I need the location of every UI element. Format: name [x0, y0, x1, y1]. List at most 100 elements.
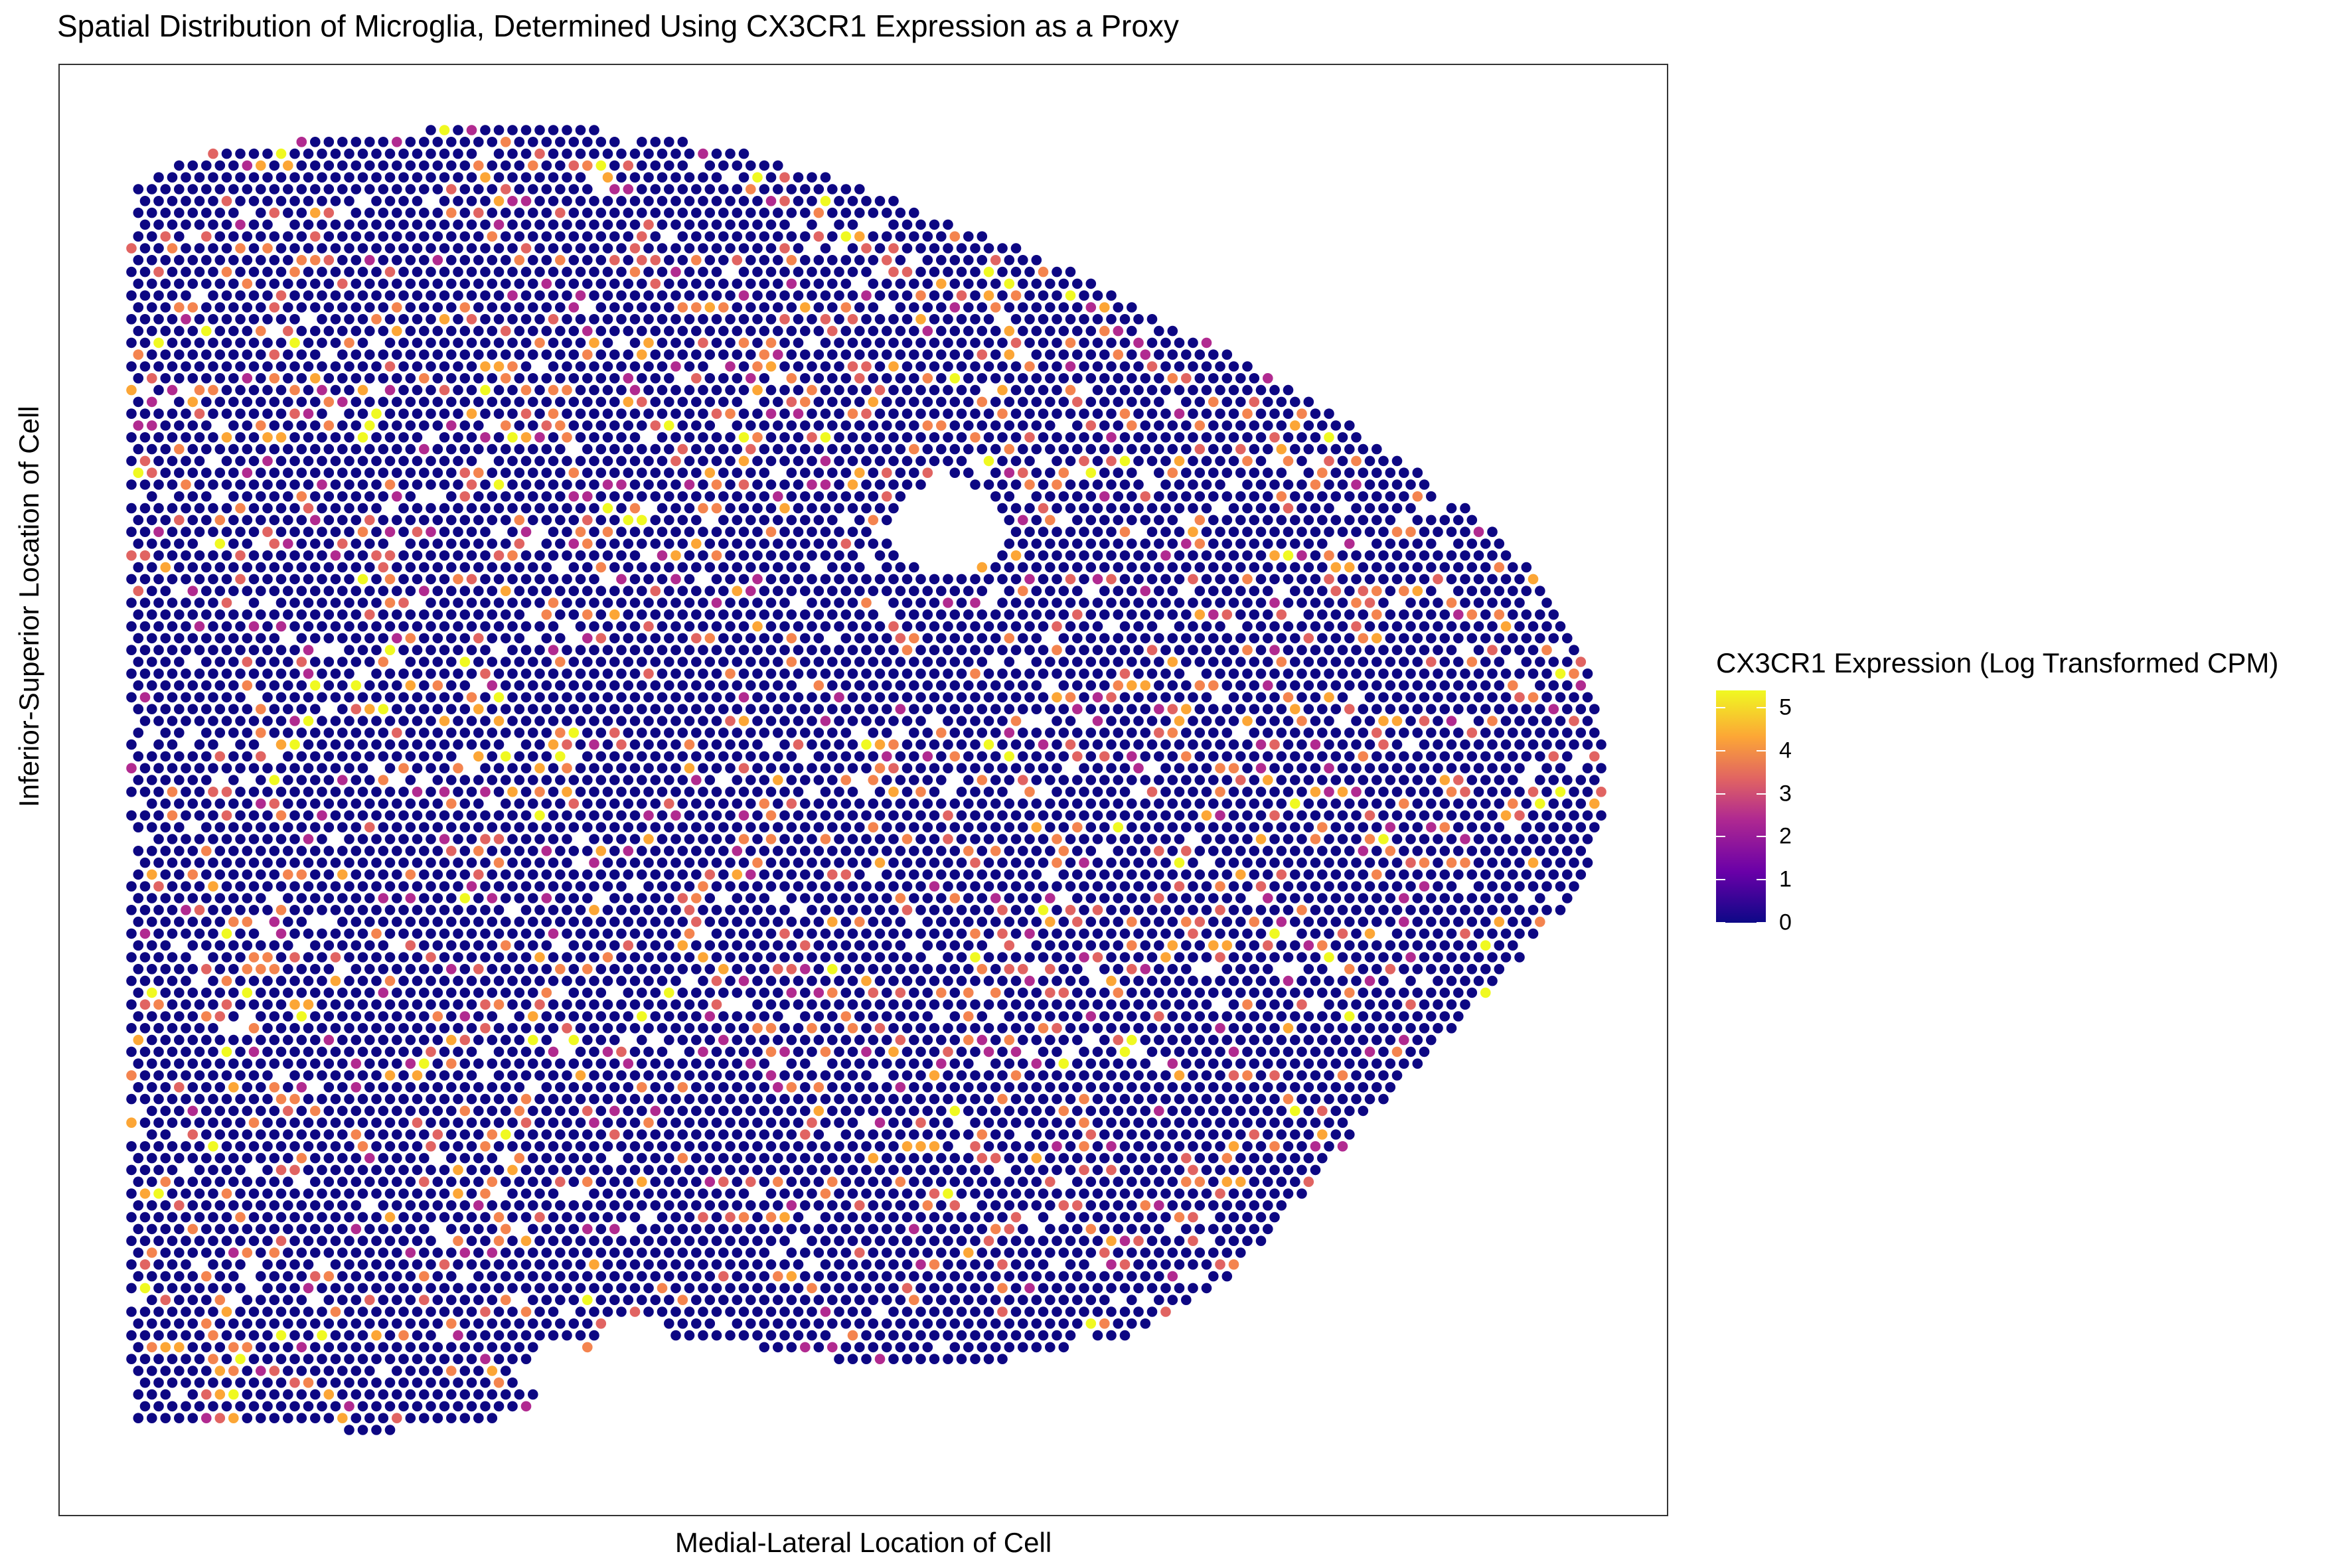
- spot-point: [1324, 716, 1334, 726]
- spot-point: [371, 408, 382, 419]
- spot-point: [357, 148, 368, 159]
- spot-point: [637, 586, 647, 596]
- spot-point: [214, 538, 226, 549]
- spot-point: [847, 243, 858, 254]
- spot-point: [541, 160, 552, 171]
- spot-point: [609, 467, 620, 478]
- spot-point: [167, 668, 178, 679]
- spot-point: [711, 314, 722, 325]
- spot-point: [1154, 704, 1164, 714]
- spot-point: [364, 443, 375, 455]
- spot-point: [371, 148, 382, 159]
- spot-point: [929, 645, 940, 655]
- spot-point: [384, 526, 396, 537]
- spot-point: [765, 384, 777, 396]
- spot-point: [956, 692, 967, 703]
- spot-point: [1263, 491, 1273, 502]
- spot-point: [657, 479, 668, 490]
- spot-point: [800, 633, 811, 644]
- spot-point: [357, 266, 368, 277]
- spot-point: [1296, 574, 1307, 585]
- spot-point: [1167, 704, 1178, 714]
- spot-point: [1269, 384, 1280, 396]
- spot-point: [235, 148, 246, 159]
- spot-point: [446, 302, 457, 313]
- spot-point: [1235, 657, 1246, 667]
- spot-point: [616, 597, 627, 608]
- spot-point: [1004, 657, 1015, 667]
- spot-point: [589, 125, 599, 135]
- spot-point: [562, 455, 572, 467]
- spot-point: [384, 314, 396, 325]
- spot-point: [943, 645, 953, 655]
- spot-point: [507, 148, 518, 159]
- spot-point: [384, 479, 396, 490]
- spot-point: [725, 314, 736, 325]
- spot-point: [637, 751, 647, 762]
- spot-point: [310, 491, 321, 502]
- spot-point: [432, 443, 443, 455]
- spot-point: [888, 243, 899, 254]
- spot-point: [568, 728, 580, 738]
- spot-point: [963, 704, 974, 714]
- spot-point: [1113, 704, 1124, 714]
- spot-point: [1364, 479, 1375, 490]
- spot-point: [793, 290, 804, 301]
- spot-point: [922, 467, 933, 478]
- spot-point: [405, 538, 416, 549]
- spot-point: [664, 680, 674, 691]
- spot-point: [738, 621, 749, 632]
- spot-point: [929, 361, 940, 372]
- spot-point: [235, 337, 246, 349]
- spot-point: [786, 443, 797, 455]
- spot-point: [732, 657, 743, 667]
- spot-point: [1372, 775, 1382, 785]
- spot-point: [1283, 645, 1294, 655]
- spot-point: [827, 467, 838, 478]
- spot-point: [691, 349, 702, 360]
- spot-point: [1113, 728, 1124, 738]
- spot-point: [888, 266, 899, 277]
- spot-point: [813, 373, 824, 384]
- spot-point: [330, 432, 341, 443]
- spot-point: [520, 148, 532, 159]
- spot-point: [371, 621, 382, 632]
- spot-point: [773, 278, 783, 289]
- spot-point: [1174, 787, 1185, 797]
- spot-point: [493, 597, 505, 608]
- spot-point: [1154, 775, 1164, 785]
- spot-point: [793, 479, 804, 490]
- spot-point: [256, 302, 266, 313]
- spot-point: [208, 668, 218, 679]
- spot-point: [426, 526, 436, 537]
- spot-point: [1296, 692, 1307, 703]
- spot-point: [378, 657, 389, 667]
- spot-point: [970, 597, 980, 608]
- spot-point: [861, 384, 872, 396]
- spot-point: [1473, 716, 1484, 726]
- spot-point: [595, 373, 607, 384]
- spot-point: [446, 586, 457, 596]
- spot-point: [378, 467, 389, 478]
- spot-point: [1283, 550, 1294, 561]
- spot-point: [691, 207, 702, 218]
- spot-point: [1269, 526, 1280, 537]
- spot-point: [759, 184, 770, 195]
- spot-point: [1372, 538, 1382, 549]
- spot-point: [589, 148, 599, 159]
- spot-point: [344, 148, 354, 159]
- spot-point: [664, 562, 674, 573]
- spot-point: [235, 243, 246, 254]
- spot-point: [1589, 704, 1600, 714]
- spot-point: [139, 550, 151, 561]
- spot-point: [323, 491, 335, 502]
- spot-point: [1160, 763, 1171, 773]
- spot-point: [1378, 692, 1389, 703]
- spot-point: [235, 432, 246, 443]
- spot-point: [602, 550, 613, 561]
- spot-point: [1065, 645, 1076, 655]
- spot-point: [773, 538, 783, 549]
- spot-point: [473, 231, 484, 242]
- spot-point: [1255, 455, 1267, 467]
- spot-point: [405, 704, 416, 714]
